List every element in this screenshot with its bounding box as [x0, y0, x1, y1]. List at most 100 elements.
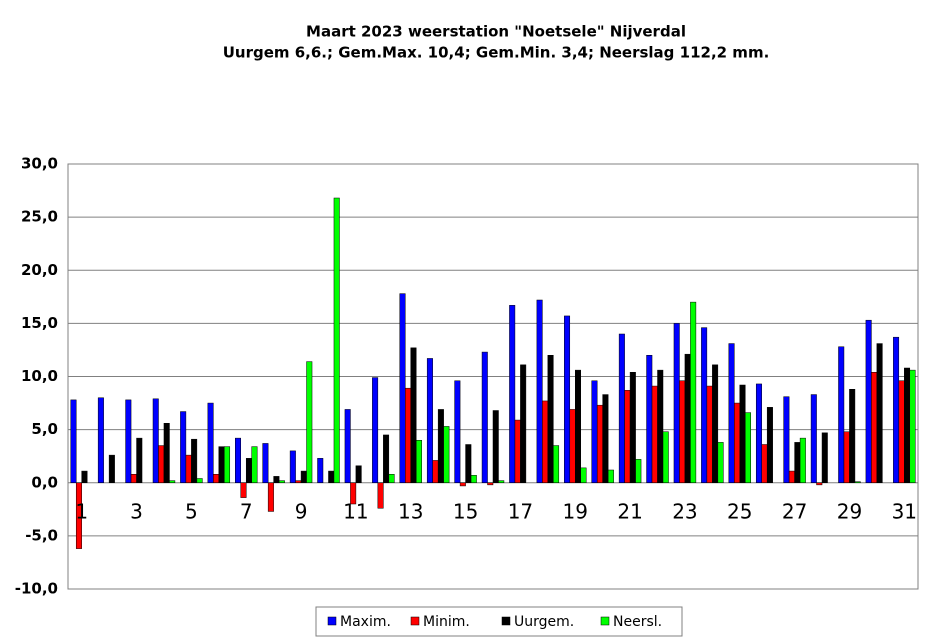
bar: [673, 323, 680, 483]
bar: [745, 412, 751, 483]
bar: [701, 327, 708, 483]
bar: [761, 444, 768, 483]
y-tick-label: 5,0: [31, 420, 58, 438]
bar: [662, 431, 669, 483]
bar: [158, 445, 165, 483]
bar: [739, 384, 746, 483]
x-tick-label: 29: [837, 499, 862, 523]
bar: [163, 423, 170, 483]
bar: [575, 369, 581, 483]
bar: [405, 387, 411, 483]
chart-subtitle: Uurgem 6,6.; Gem.Max. 10,4; Gem.Min. 3,4…: [223, 44, 770, 62]
bar: [410, 347, 417, 483]
bar: [898, 380, 905, 483]
bar: [481, 351, 488, 483]
bar: [657, 369, 664, 483]
bar: [849, 389, 856, 483]
bar: [607, 469, 614, 483]
bar: [465, 444, 472, 483]
bar: [289, 450, 296, 483]
bar: [333, 197, 340, 483]
y-tick-label: 10,0: [21, 367, 58, 385]
bar: [306, 361, 313, 483]
legend-label: Uurgem.: [514, 614, 574, 630]
legend-label: Minim.: [423, 614, 470, 630]
x-tick-label: 17: [508, 499, 533, 523]
bar: [893, 336, 900, 483]
bar: [377, 482, 384, 509]
bar: [350, 482, 357, 505]
bar: [224, 446, 231, 483]
bar: [810, 394, 817, 483]
x-tick-label: 23: [672, 499, 697, 523]
bar: [169, 480, 176, 483]
bar: [717, 442, 724, 483]
bar: [185, 454, 192, 483]
y-tick-label: 15,0: [21, 314, 58, 332]
bar: [492, 410, 499, 483]
legend: Maxim. Minim. Uurgem. Neersl.: [315, 606, 683, 637]
bar: [344, 409, 351, 483]
bar: [618, 333, 625, 483]
bar: [843, 431, 850, 483]
bar: [125, 399, 132, 483]
bar: [328, 470, 335, 483]
bar: [295, 480, 302, 483]
bar: [553, 445, 560, 483]
x-tick-label: 25: [727, 499, 752, 523]
bar: [75, 482, 82, 549]
bar: [70, 399, 77, 483]
bar: [854, 481, 861, 483]
bar: [245, 458, 252, 483]
bar: [509, 305, 516, 483]
bar: [454, 380, 461, 483]
bar: [596, 404, 603, 483]
bar: [816, 482, 823, 486]
bar: [218, 446, 225, 483]
bar: [437, 409, 444, 483]
bar: [909, 369, 916, 483]
x-tick-label: 11: [343, 499, 368, 523]
x-tick-label: 21: [617, 499, 642, 523]
legend-swatch: [410, 616, 420, 626]
bar: [487, 482, 494, 486]
bar: [624, 390, 631, 483]
legend-label: Neersl.: [613, 614, 662, 630]
bar: [712, 364, 719, 483]
bar: [794, 442, 801, 483]
bar: [81, 470, 88, 483]
legend-swatch: [327, 616, 337, 626]
bar: [706, 385, 713, 483]
bar: [690, 301, 697, 483]
bar: [734, 402, 741, 483]
legend-box: [315, 606, 683, 637]
bar: [602, 394, 609, 483]
y-tick-label: 30,0: [21, 155, 58, 173]
legend-swatch: [600, 616, 610, 626]
bar: [355, 465, 362, 483]
bar: [542, 400, 549, 483]
bar: [213, 474, 220, 483]
bar: [235, 437, 241, 483]
bar: [871, 372, 878, 483]
bar: [317, 458, 324, 483]
bar: [399, 293, 406, 483]
bar: [904, 367, 911, 483]
x-tick-label: 15: [453, 499, 478, 523]
bar: [766, 407, 773, 483]
bar: [196, 478, 203, 483]
bar: [536, 299, 543, 483]
bar: [799, 437, 806, 483]
bar: [755, 383, 762, 483]
bar: [569, 409, 576, 483]
bar: [629, 372, 636, 483]
bar: [679, 380, 686, 483]
bar: [783, 396, 790, 483]
bar: [251, 446, 258, 483]
bar: [191, 438, 198, 483]
bar: [432, 460, 439, 483]
bar: [108, 454, 115, 483]
bar: [821, 432, 828, 483]
bar: [547, 355, 554, 483]
